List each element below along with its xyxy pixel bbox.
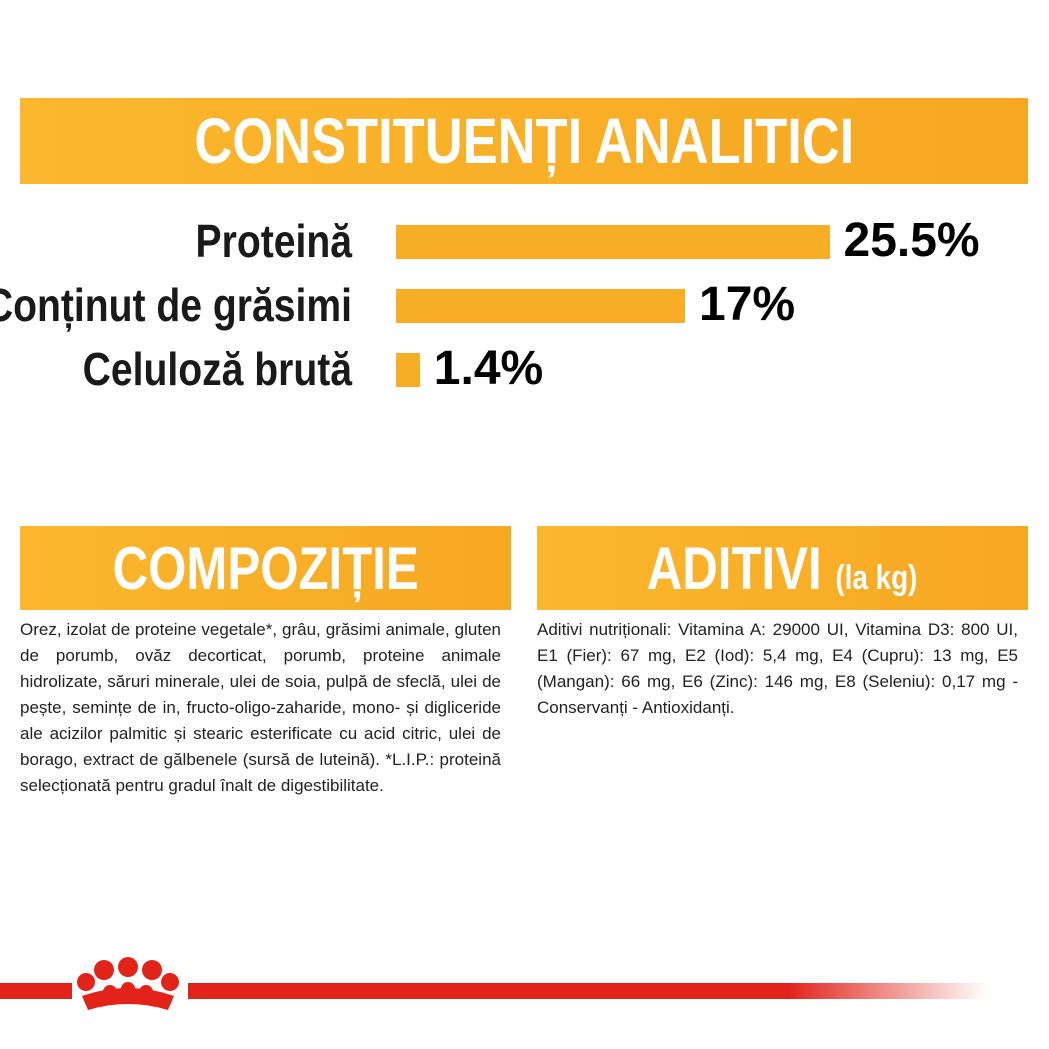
additives-banner: ADITIVI (la kg) (537, 526, 1028, 610)
bar (396, 289, 685, 323)
category-label: Conținut de grăsimi (0, 279, 352, 331)
chart-title: CONSTITUENȚI ANALITICI (194, 105, 854, 177)
additives-title: ADITIVI (647, 534, 823, 602)
footer-logo (0, 957, 988, 1010)
value-label: 25.5% (843, 214, 980, 267)
additives-heading: ADITIVI (la kg) (647, 534, 918, 603)
value-label: 1.4% (433, 342, 544, 395)
composition-text: Orez, izolat de proteine vegetale*, grâu… (20, 620, 501, 795)
header-banner: CONSTITUENȚI ANALITICI (20, 98, 1028, 184)
bar (396, 353, 420, 387)
additives-text: Aditivi nutriționali: Vitamina A: 29000 … (537, 620, 1018, 717)
bar (396, 225, 830, 259)
value-label: 17% (699, 278, 796, 331)
category-label: Proteină (195, 215, 352, 267)
composition-banner: COMPOZIȚIE (20, 526, 511, 610)
additives-subtitle: (la kg) (835, 558, 918, 597)
category-label: Celuloză brută (82, 343, 352, 395)
composition-title: COMPOZIȚIE (112, 534, 419, 602)
